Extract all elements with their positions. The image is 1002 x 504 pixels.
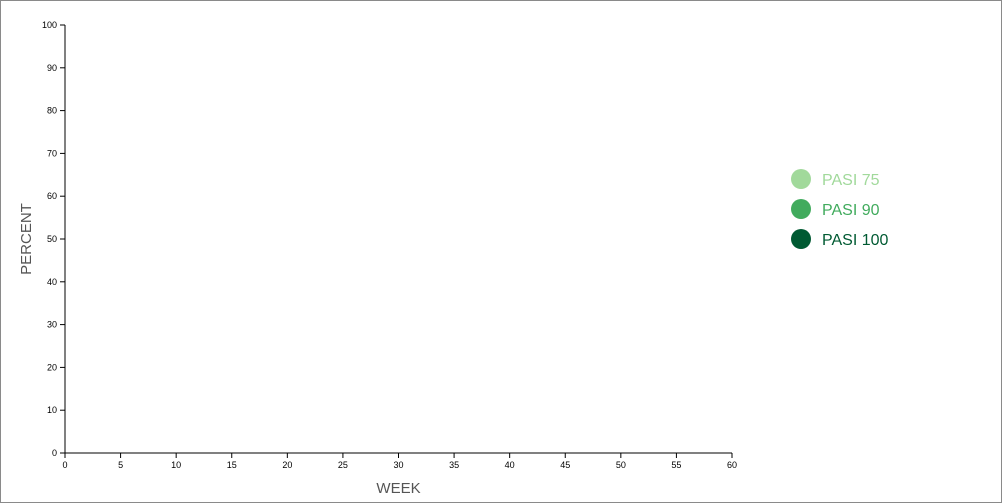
x-axis: 0 5 10 15 20 25 30 35 40 45 50 55 60 xyxy=(62,452,737,470)
x-tick-label: 10 xyxy=(171,460,181,470)
legend-label: PASI 90 xyxy=(822,202,880,219)
legend-swatch xyxy=(791,169,811,189)
x-tick-label: 45 xyxy=(560,460,570,470)
y-tick-label: 0 xyxy=(52,448,57,458)
y-tick-label: 70 xyxy=(47,148,57,158)
legend: PASI 75 PASI 90 PASI 100 xyxy=(791,169,889,249)
y-tick-label: 50 xyxy=(47,234,57,244)
x-tick-label: 0 xyxy=(62,460,67,470)
x-tick-label: 15 xyxy=(227,460,237,470)
y-tick-label: 10 xyxy=(47,405,57,415)
x-tick-label: 25 xyxy=(338,460,348,470)
x-tick-label: 55 xyxy=(671,460,681,470)
y-tick-label: 40 xyxy=(47,277,57,287)
x-tick-label: 30 xyxy=(393,460,403,470)
x-tick-label: 40 xyxy=(505,460,515,470)
x-axis-title: WEEK xyxy=(376,480,420,497)
legend-label: PASI 75 xyxy=(822,172,880,189)
x-tick-label: 20 xyxy=(282,460,292,470)
x-tick-label: 60 xyxy=(727,460,737,470)
y-tick-label: 80 xyxy=(47,106,57,116)
legend-label: PASI 100 xyxy=(822,232,889,249)
legend-swatch xyxy=(791,229,811,249)
x-tick-label: 5 xyxy=(118,460,123,470)
x-tick-label: 35 xyxy=(449,460,459,470)
y-tick-label: 90 xyxy=(47,63,57,73)
y-axis-title: PERCENT xyxy=(18,203,35,275)
legend-swatch xyxy=(791,199,811,219)
y-axis: 0 10 20 30 40 50 60 70 80 90 100 xyxy=(42,20,66,458)
y-tick-label: 30 xyxy=(47,320,57,330)
y-tick-label: 20 xyxy=(47,362,57,372)
y-tick-label: 100 xyxy=(42,20,57,30)
x-tick-label: 50 xyxy=(616,460,626,470)
y-tick-label: 60 xyxy=(47,191,57,201)
